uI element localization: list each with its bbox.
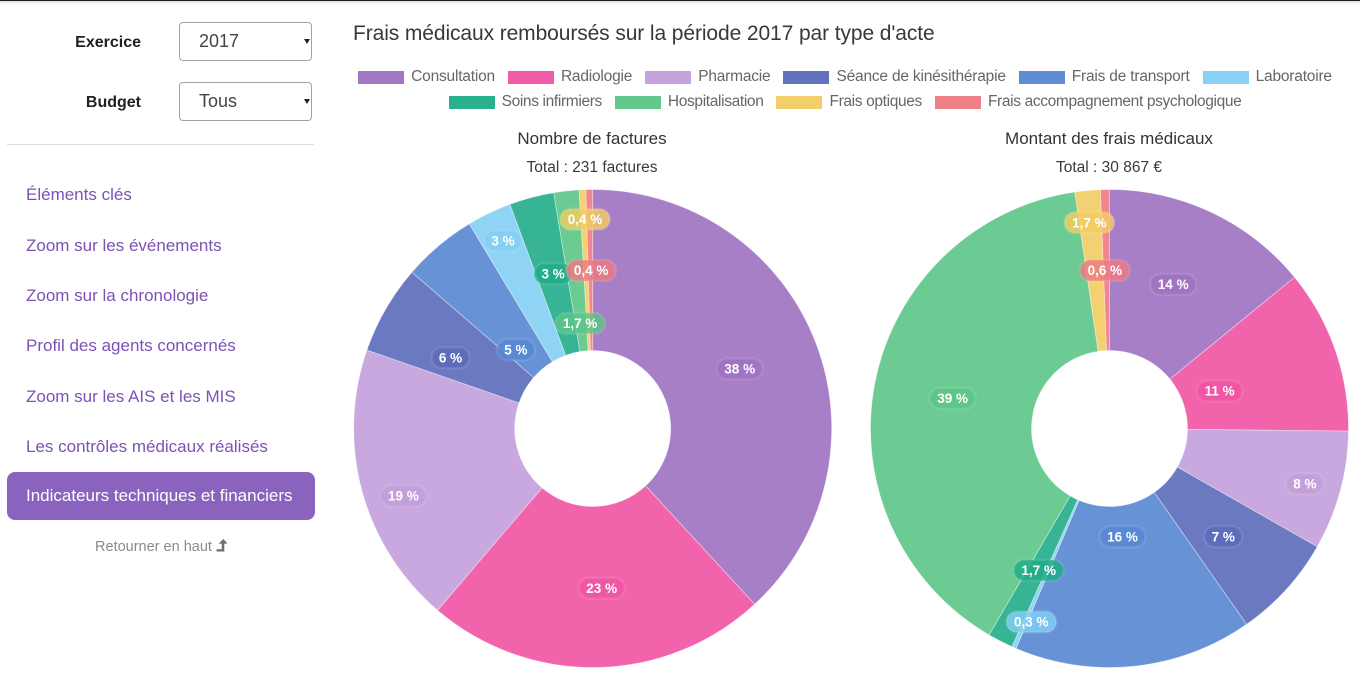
svg-text:16 %: 16 % [1107,529,1138,544]
svg-text:38 %: 38 % [724,362,755,377]
svg-text:3 %: 3 % [491,233,514,248]
svg-text:19 %: 19 % [388,489,419,504]
svg-text:5 %: 5 % [504,342,527,357]
svg-text:0,3 %: 0,3 % [1014,615,1049,630]
svg-text:0,4 %: 0,4 % [568,212,603,227]
svg-text:1,7 %: 1,7 % [1072,215,1107,230]
svg-text:8 %: 8 % [1293,476,1316,491]
svg-text:1,7 %: 1,7 % [563,316,598,331]
svg-text:1,7 %: 1,7 % [1021,563,1056,578]
svg-text:14 %: 14 % [1158,277,1189,292]
svg-text:3 %: 3 % [541,267,564,282]
svg-text:0,6 %: 0,6 % [1088,263,1123,278]
svg-text:23 %: 23 % [586,581,617,596]
svg-text:39 %: 39 % [937,391,968,406]
svg-text:7 %: 7 % [1212,529,1235,544]
svg-text:0,4 %: 0,4 % [574,263,609,278]
svg-text:11 %: 11 % [1205,384,1235,399]
svg-text:6 %: 6 % [439,350,462,365]
